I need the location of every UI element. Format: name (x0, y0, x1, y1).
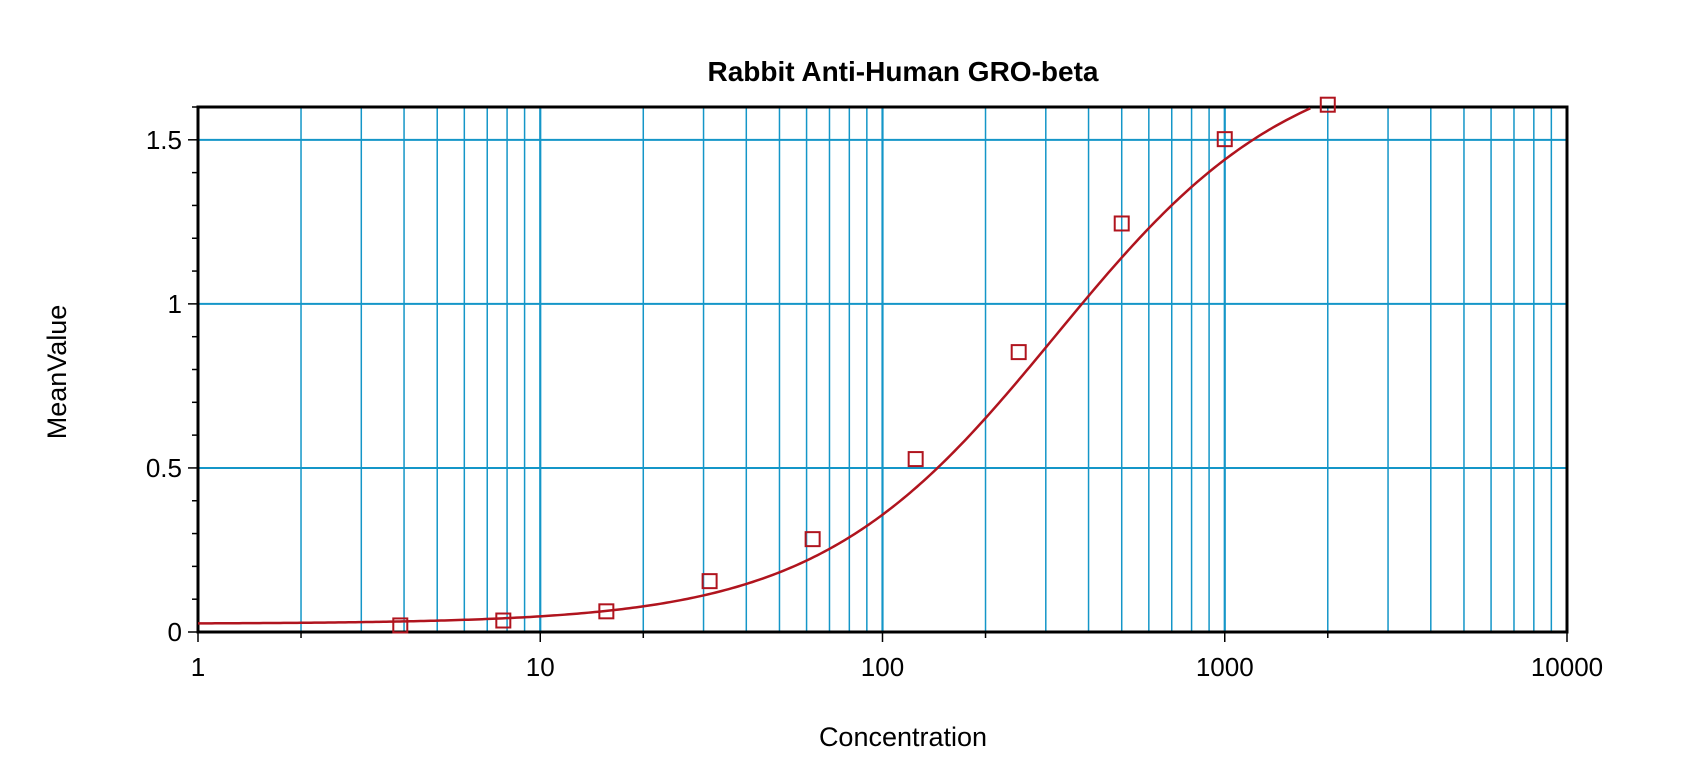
data-point (392, 617, 409, 634)
x-axis-label: Concentration (819, 722, 987, 752)
fit-curve (197, 107, 1311, 625)
data-point (1113, 215, 1130, 232)
x-tick-label: 10000 (1531, 652, 1603, 682)
x-tick-label: 1000 (1196, 652, 1254, 682)
data-point (804, 531, 821, 548)
axis-ticks: 1 10 100 1000 10000 0 0.5 1 1.5 (146, 106, 1603, 682)
x-tick-label: 10 (526, 652, 555, 682)
plot-frame (196, 105, 1569, 634)
grid-lines (198, 107, 1567, 632)
data-point (1010, 344, 1027, 361)
chart-title: Rabbit Anti-Human GRO-beta (708, 56, 1099, 87)
y-axis-label: MeanValue (42, 305, 72, 440)
y-tick-label: 0.5 (146, 453, 182, 483)
data-point (1319, 96, 1336, 113)
y-tick-label: 1 (168, 289, 182, 319)
fit-curve-layer (197, 107, 1311, 625)
data-point (907, 451, 924, 468)
data-point (598, 603, 615, 620)
x-tick-label: 1 (191, 652, 205, 682)
data-point (701, 573, 718, 590)
data-points (392, 96, 1336, 634)
y-tick-label: 0 (168, 617, 182, 647)
y-tick-label: 1.5 (146, 125, 182, 155)
data-point (495, 612, 512, 629)
x-tick-label: 100 (861, 652, 904, 682)
data-point (1216, 131, 1233, 148)
